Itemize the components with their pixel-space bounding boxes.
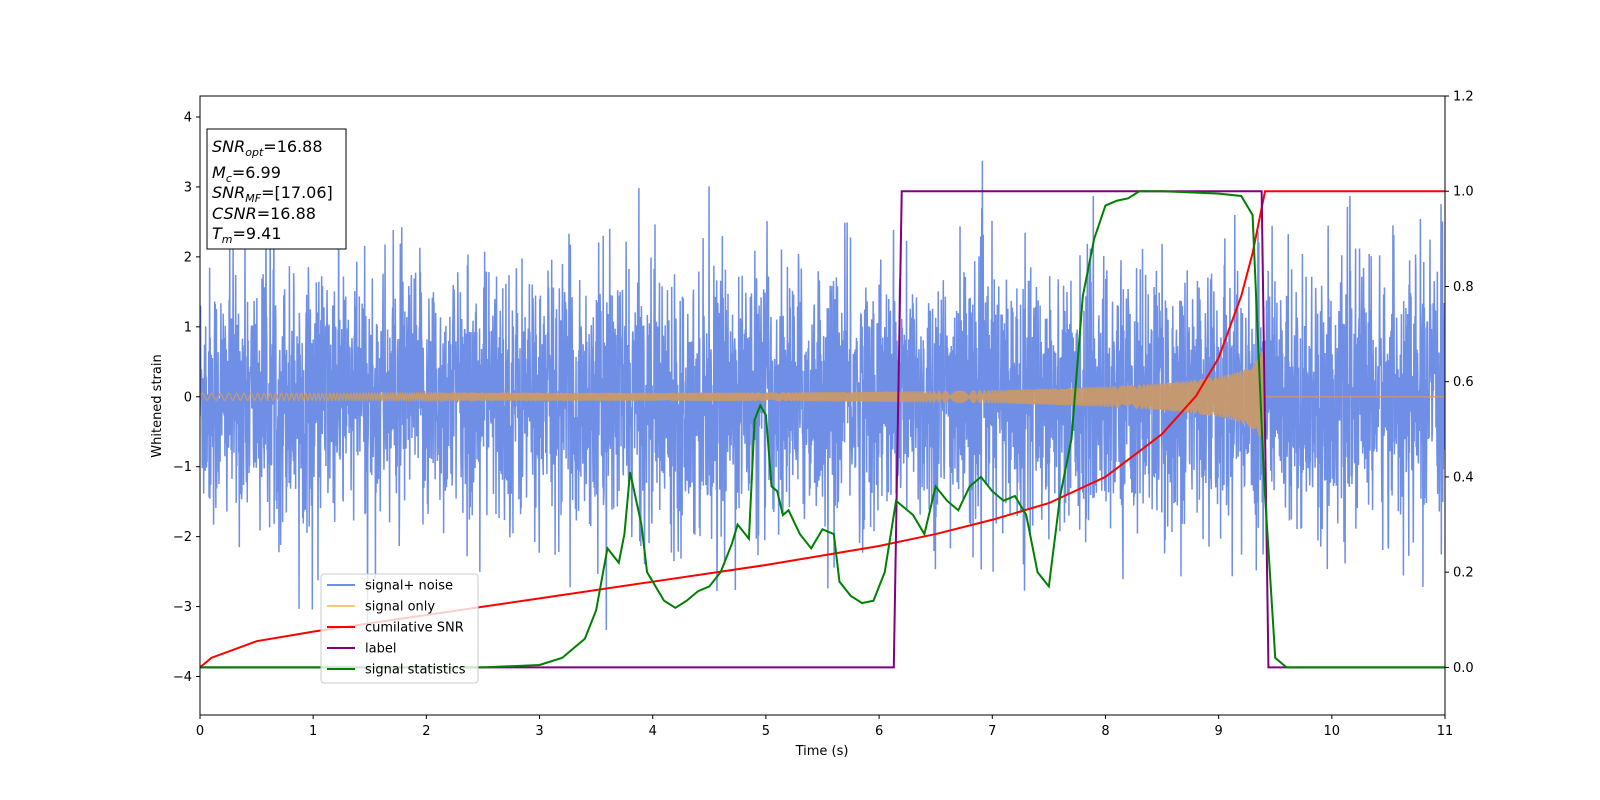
x-tick-label: 1 — [309, 724, 317, 739]
csnr-line: CSNR=16.88 — [212, 204, 316, 223]
x-axis-title: Time (s) — [795, 744, 849, 759]
series-signal-only — [200, 345, 1445, 449]
series-signal-noise — [200, 160, 1445, 631]
series-signal-statistics — [200, 190, 1445, 669]
legend-label-signal-noise: signal+ noise — [365, 579, 453, 594]
legend-frame — [320, 573, 479, 684]
legend-label-label: label — [365, 642, 396, 657]
legend: signal+ noise signal only cumilative SNR… — [320, 573, 479, 684]
y-tick-label: −2 — [173, 530, 192, 545]
info-box: SNRopt=16.88 Mc=6.99 SNRMF=[17.06] CSNR=… — [206, 128, 347, 250]
x-tick-label: 9 — [1214, 724, 1222, 739]
y-tick-label: 3 — [184, 180, 192, 195]
x-tick-label: 4 — [649, 724, 657, 739]
y2-tick-label: 0.2 — [1453, 566, 1474, 581]
y-axis-title: Whitened strain — [150, 354, 165, 457]
tm-line: Tm=9.41 — [212, 224, 282, 246]
axes-layer: 0 1 2 3 4 5 6 7 8 9 10 11 −4 −3 −2 −1 0 1 2 3 4 0.0 0.2 0.4 0.6 0… — [173, 90, 1474, 740]
y-tick-label: −3 — [173, 600, 192, 615]
y-tick-label: 1 — [184, 320, 192, 335]
legend-label-signal-statistics: signal statistics — [365, 663, 466, 678]
y-tick-label: 2 — [184, 250, 192, 265]
y2-tick-label: 0.8 — [1453, 280, 1474, 295]
y2-tick-label: 0.6 — [1453, 375, 1474, 390]
legend-label-cumulative-snr: cumilative SNR — [365, 621, 464, 636]
x-tick-label: 5 — [762, 724, 770, 739]
y-tick-label: 4 — [184, 110, 192, 125]
y-tick-label: −4 — [173, 670, 192, 685]
x-tick-label: 0 — [196, 724, 204, 739]
x-tick-label: 10 — [1324, 724, 1341, 739]
mc-line: Mc=6.99 — [212, 163, 281, 185]
snr-opt-line: SNRopt=16.88 — [212, 137, 323, 159]
y2-tick-label: 1.2 — [1453, 90, 1474, 105]
x-tick-label: 8 — [1101, 724, 1109, 739]
y2-tick-label: 0.4 — [1453, 470, 1474, 485]
y-tick-label: 0 — [184, 390, 192, 405]
x-tick-label: 11 — [1437, 724, 1454, 739]
plot-frame — [199, 95, 1446, 716]
legend-label-signal-only: signal only — [365, 600, 435, 615]
y-tick-label: −1 — [173, 460, 192, 475]
y2-tick-label: 0.0 — [1453, 661, 1474, 676]
x-tick-label: 2 — [422, 724, 430, 739]
x-tick-label: 3 — [535, 724, 543, 739]
snr-mf-line: SNRMF=[17.06] — [212, 183, 333, 205]
x-tick-label: 6 — [875, 724, 883, 739]
y2-tick-label: 1.0 — [1453, 185, 1474, 200]
info-box-frame — [206, 128, 347, 250]
x-tick-label: 7 — [988, 724, 996, 739]
